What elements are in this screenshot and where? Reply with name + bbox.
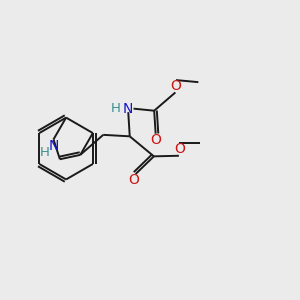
Text: N: N	[49, 139, 59, 153]
Text: H: H	[40, 146, 50, 159]
Text: O: O	[174, 142, 185, 156]
Text: O: O	[150, 133, 161, 147]
Text: N: N	[122, 102, 133, 116]
Text: O: O	[170, 79, 182, 93]
Text: H: H	[111, 102, 121, 115]
Text: O: O	[128, 173, 139, 188]
